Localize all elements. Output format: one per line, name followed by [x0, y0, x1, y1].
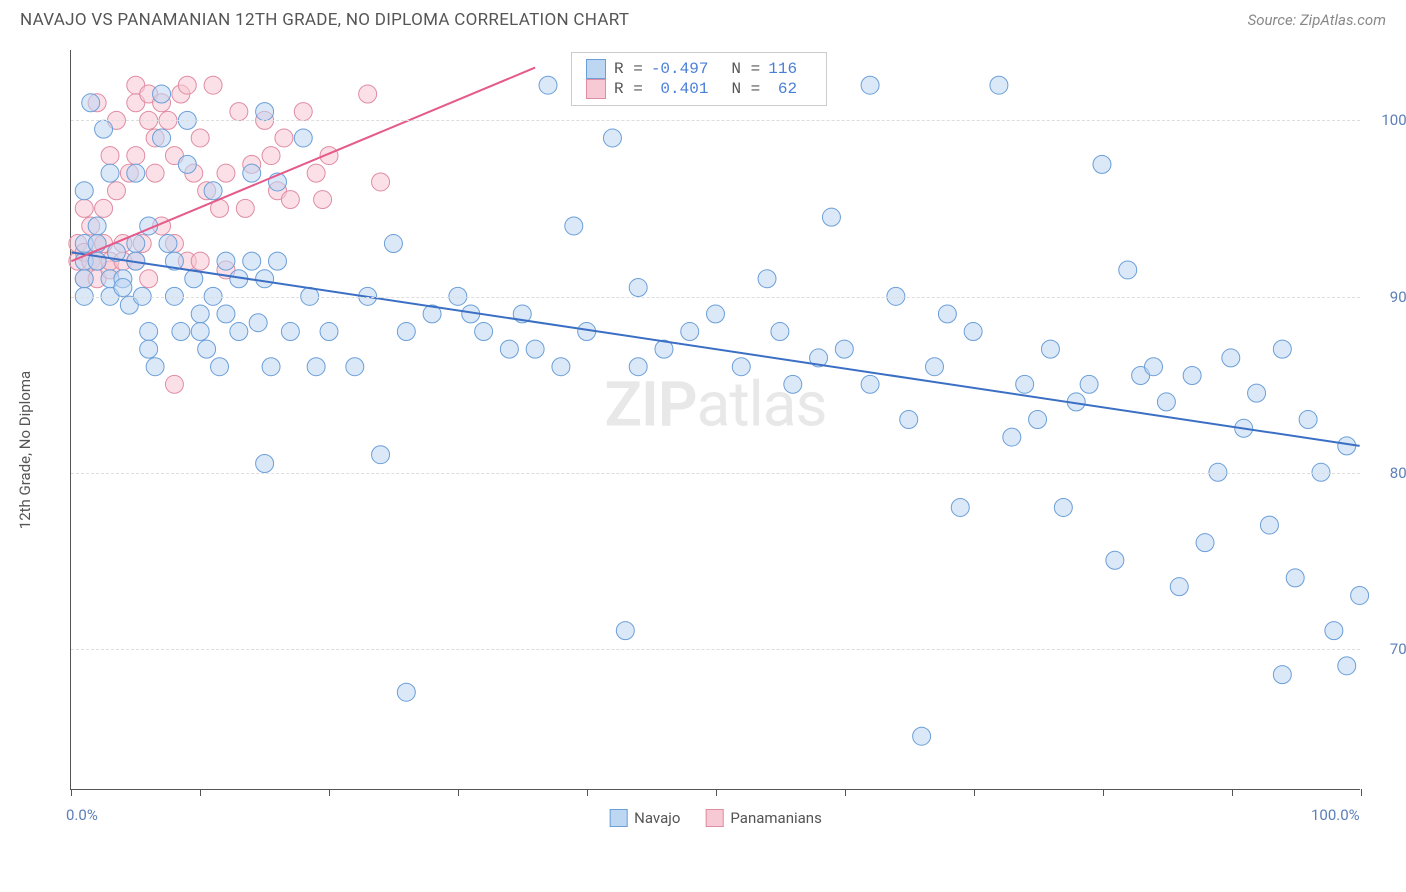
r-value-panamanians: 0.401 [651, 80, 709, 98]
legend-label-navajo: Navajo [634, 809, 680, 827]
n-label: N = [731, 60, 760, 78]
y-axis-label: 12th Grade, No Diploma [16, 371, 34, 529]
y-tick-label: 90.0% [1390, 288, 1406, 306]
stats-row-navajo: R = -0.497 N = 116 [586, 59, 812, 79]
stats-row-panamanians: R = 0.401 N = 62 [586, 79, 812, 99]
legend-bottom: Navajo Panamanians [609, 809, 822, 827]
stats-legend-box: R = -0.497 N = 116 R = 0.401 N = 62 [571, 52, 827, 106]
n-value-panamanians: 62 [768, 80, 797, 98]
n-value-navajo: 116 [768, 60, 797, 78]
r-label: R = [614, 80, 643, 98]
source-attribution: Source: ZipAtlas.com [1248, 11, 1386, 29]
x-tick-label: 100.0% [1311, 806, 1360, 824]
swatch-navajo-icon [609, 809, 627, 827]
x-tick-label: 0.0% [66, 806, 98, 824]
y-tick-label: 80.0% [1390, 464, 1406, 482]
n-label: N = [731, 80, 760, 98]
legend-item-navajo: Navajo [609, 809, 680, 827]
legend-item-panamanians: Panamanians [705, 809, 821, 827]
legend-label-panamanians: Panamanians [730, 809, 821, 827]
y-tick-label: 70.0% [1390, 640, 1406, 658]
chart-container: 12th Grade, No Diploma ZIPatlas R = -0.4… [50, 50, 1380, 850]
swatch-panamanians-icon [705, 809, 723, 827]
y-tick-label: 100.0% [1381, 111, 1406, 129]
swatch-navajo-icon [586, 59, 606, 79]
r-value-navajo: -0.497 [651, 60, 709, 78]
chart-title: NAVAJO VS PANAMANIAN 12TH GRADE, NO DIPL… [20, 10, 629, 30]
swatch-panamanians-icon [586, 79, 606, 99]
r-label: R = [614, 60, 643, 78]
chart-svg [71, 50, 1360, 789]
plot-area: ZIPatlas R = -0.497 N = 116 R = 0.401 N … [70, 50, 1360, 790]
